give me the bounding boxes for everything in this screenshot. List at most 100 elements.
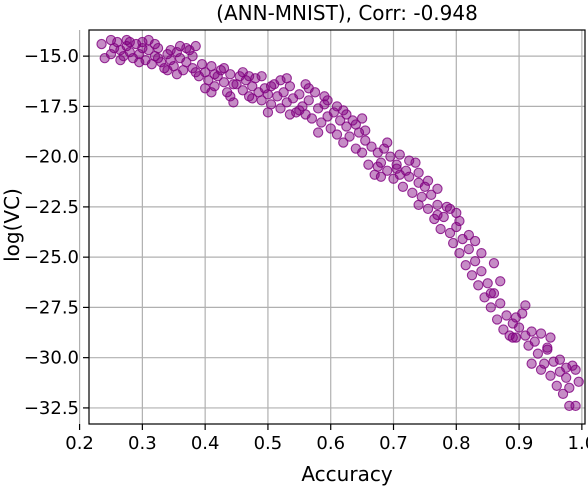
scatter-point — [316, 117, 327, 128]
scatter-point — [360, 125, 371, 136]
scatter-point — [338, 105, 349, 116]
scatter-point — [341, 121, 352, 132]
scatter-point — [526, 358, 537, 369]
scatter-point — [143, 44, 154, 56]
scatter-point — [419, 181, 431, 192]
scatter-point — [394, 169, 405, 180]
x-tick-label: 0.7 — [379, 433, 408, 454]
x-tick-label: 0.4 — [191, 433, 220, 454]
scatter-point — [278, 87, 289, 98]
scatter-point — [554, 354, 566, 365]
scatter-point — [551, 380, 562, 391]
scatter-point — [375, 171, 387, 182]
scatter-point — [162, 65, 173, 76]
scatter-point — [510, 312, 522, 323]
scatter-point — [422, 203, 434, 215]
x-tick-label: 0.8 — [442, 433, 471, 454]
scatter-point — [532, 348, 544, 359]
data-points — [96, 34, 584, 412]
scatter-point — [306, 113, 318, 124]
scatter-point — [209, 69, 220, 80]
scatter-point — [535, 328, 547, 339]
scatter-point — [152, 52, 164, 64]
scatter-point — [378, 143, 390, 154]
scatter-point — [294, 89, 305, 100]
scatter-point — [275, 75, 286, 86]
scatter-point — [334, 115, 346, 126]
scatter-point — [262, 107, 274, 118]
scatter-point — [397, 181, 409, 192]
scatter-point — [435, 223, 446, 235]
scatter-point — [513, 322, 525, 333]
scatter-point — [105, 48, 117, 60]
scatter-point — [495, 276, 506, 287]
scatter-point — [171, 46, 183, 58]
scatter-point — [413, 199, 424, 211]
scatter-point — [501, 310, 512, 321]
scatter-point — [174, 40, 186, 52]
scatter-point — [454, 247, 465, 259]
scatter-point — [526, 326, 537, 337]
scatter-point — [165, 44, 176, 56]
scatter-point — [564, 400, 575, 412]
scatter-point — [438, 211, 449, 223]
scatter-point — [284, 109, 296, 120]
scatter-point — [451, 207, 462, 219]
scatter-point — [529, 336, 540, 347]
scatter-point — [344, 131, 355, 142]
scatter-point — [476, 247, 487, 259]
scatter-point — [451, 221, 462, 233]
grid-lines — [78, 30, 585, 424]
scatter-point — [366, 141, 377, 152]
scatter-point — [303, 95, 314, 106]
scatter-point — [510, 332, 522, 343]
scatter-point — [360, 135, 371, 146]
scatter-point — [275, 103, 286, 114]
scatter-point — [432, 209, 443, 221]
scatter-point — [256, 95, 267, 106]
chart-title: (ANN-MNIST), Corr: -0.948 — [216, 1, 478, 25]
scatter-point — [488, 258, 500, 269]
scatter-point — [520, 300, 531, 311]
scatter-point — [491, 314, 503, 325]
y-tick-label: −15.0 — [24, 46, 79, 67]
scatter-point — [570, 364, 581, 375]
plot-frame — [88, 29, 586, 425]
scatter-point — [535, 364, 547, 375]
scatter-point — [225, 69, 236, 80]
x-tick-label: 0.3 — [128, 433, 157, 454]
scatter-point — [507, 332, 518, 343]
scatter-point — [495, 298, 506, 309]
scatter-point — [294, 105, 305, 116]
scatter-point — [469, 256, 481, 267]
scatter-point — [328, 107, 340, 118]
scatter-point — [460, 260, 471, 271]
scatter-point — [228, 79, 239, 90]
scatter-point — [313, 127, 324, 138]
scatter-point — [218, 63, 230, 74]
scatter-point — [149, 38, 161, 50]
scatter-point — [247, 93, 258, 104]
scatter-point — [485, 288, 496, 299]
scatter-point — [410, 157, 421, 168]
y-tick-label: −32.5 — [24, 398, 79, 419]
y-tick-label: −22.5 — [24, 197, 79, 218]
scatter-point — [545, 370, 556, 381]
scatter-point — [181, 57, 192, 68]
scatter-point — [265, 81, 277, 92]
x-tick-label: 0.6 — [316, 433, 345, 454]
scatter-point — [476, 266, 487, 277]
scatter-point — [485, 302, 496, 313]
scatter-point — [218, 77, 230, 88]
scatter-point — [473, 280, 484, 291]
scatter-point — [187, 63, 198, 74]
scatter-point — [281, 73, 292, 84]
scatter-point — [356, 113, 368, 124]
y-axis-label: log(VC) — [0, 188, 24, 262]
scatter-point — [250, 73, 261, 84]
scatter-point — [187, 50, 198, 62]
y-tick-label: −27.5 — [24, 297, 79, 318]
scatter-point — [121, 34, 132, 46]
x-axis-ticks: 0.2 0.3 0.4 0.5 0.6 0.7 0.8 0.9 1.0 — [65, 424, 588, 454]
